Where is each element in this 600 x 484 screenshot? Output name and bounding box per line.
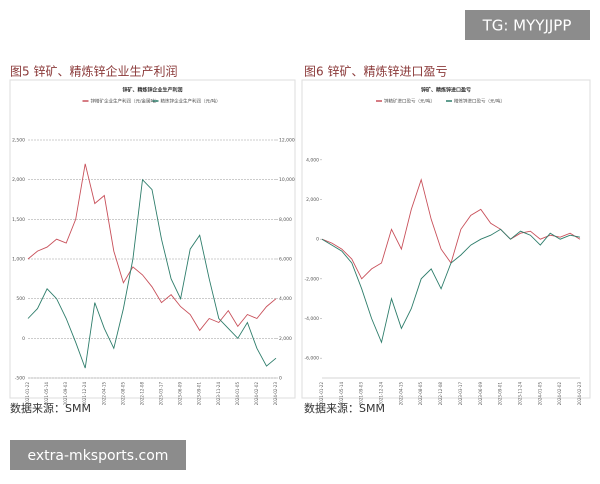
x-tick-label: 2021-01-22 (319, 382, 324, 406)
x-tick-label: 2023-06-09 (478, 382, 483, 406)
x-tick-label: 2021-05-14 (339, 382, 344, 406)
y-tick-label: 0 (22, 336, 25, 342)
x-tick-label: 2021-05-14 (44, 382, 49, 406)
x-tick-label: 2022-08-05 (418, 382, 423, 406)
legend-label: 锌精矿进口盈亏（元/吨） (384, 98, 435, 105)
x-tick-label: 2022-12-08 (438, 382, 443, 406)
x-tick-label: 2021-12-24 (82, 382, 87, 406)
y2-tick-label: 8,000 (279, 217, 292, 223)
x-tick-label: 2021-12-24 (379, 382, 384, 406)
x-tick-label: 2023-11-24 (216, 382, 221, 406)
series-line (27, 163, 277, 332)
x-tick-label: 2022-08-05 (120, 382, 125, 406)
x-tick-label: 2023-06-09 (178, 382, 183, 406)
series-line (27, 178, 277, 369)
x-tick-label: 2022-12-08 (139, 382, 144, 406)
y2-tick-label: 12,000 (279, 138, 295, 144)
tag: TG: MYYJJPP (482, 17, 572, 35)
x-tick-label: 2024-01-05 (235, 382, 240, 406)
watermark: extra-mksports.com (28, 448, 169, 464)
y-tick-label: 2,000 (12, 177, 25, 183)
y2-tick-label: 4,000 (279, 296, 292, 302)
y-tick-label: 500 (16, 296, 25, 302)
y2-tick-label: 10,000 (279, 177, 295, 183)
y-tick-label: 0 (316, 237, 319, 243)
x-tick-label: 2023-09-01 (197, 382, 202, 406)
y2-tick-label: 6,000 (279, 257, 292, 263)
y-tick-label: 2,000 (306, 197, 319, 203)
series-line (321, 228, 581, 344)
legend-label: 精炼锌企业生产利润（元/吨） (161, 98, 221, 105)
figure-caption: 图6 锌矿、精炼锌进口盈亏 (304, 64, 447, 79)
chart-title: 锌矿、精炼锌企业生产利润 (122, 87, 182, 94)
source: 数据来源：SMM (304, 401, 385, 415)
x-tick-label: 2023-09-01 (498, 382, 503, 406)
x-tick-label: 2024-01-05 (537, 382, 542, 406)
x-tick-label: 2023-03-17 (159, 382, 164, 406)
legend-label: 精炼锌进口盈亏（元/吨） (454, 98, 505, 105)
chart-frame (9, 79, 296, 399)
x-tick-label: 2022-04-15 (398, 382, 403, 406)
x-tick-label: 2023-11-24 (517, 382, 522, 406)
y2-tick-label: 0 (279, 376, 282, 382)
source: 数据来源：SMM (10, 401, 91, 415)
chart-frame (301, 79, 591, 399)
x-tick-label: 2021-09-03 (63, 382, 68, 406)
x-tick-label: 2024-02-02 (254, 382, 259, 406)
legend-label: 锌精矿企业生产利润（元/金属吨） (91, 98, 160, 105)
tag-box (465, 10, 590, 40)
y-tick-label: 2,500 (12, 138, 25, 144)
x-tick-label: 2021-09-03 (359, 382, 364, 406)
y-tick-label: -500 (15, 376, 25, 382)
y-tick-label: 1,500 (12, 217, 25, 223)
y2-tick-label: 2,000 (279, 336, 292, 342)
y-tick-label: 1,000 (12, 257, 25, 263)
x-tick-label: 2023-03-17 (458, 382, 463, 406)
y-tick-label: -6,000 (304, 356, 319, 362)
chart-title: 锌矿、精炼锌进口盈亏 (421, 87, 471, 94)
figure-caption: 图5 锌矿、精炼锌企业生产利润 (10, 64, 177, 79)
watermark-box (10, 440, 186, 470)
x-tick-label: 2021-01-22 (25, 382, 30, 406)
x-tick-label: 2022-04-15 (101, 382, 106, 406)
x-tick-label: 2024-02-02 (557, 382, 562, 406)
y-tick-label: 4,000 (306, 157, 319, 163)
x-tick-label: 2024-02-23 (273, 382, 278, 406)
y-tick-label: -2,000 (304, 276, 319, 282)
y-tick-label: -4,000 (304, 316, 319, 322)
x-tick-label: 2024-02-23 (577, 382, 582, 406)
